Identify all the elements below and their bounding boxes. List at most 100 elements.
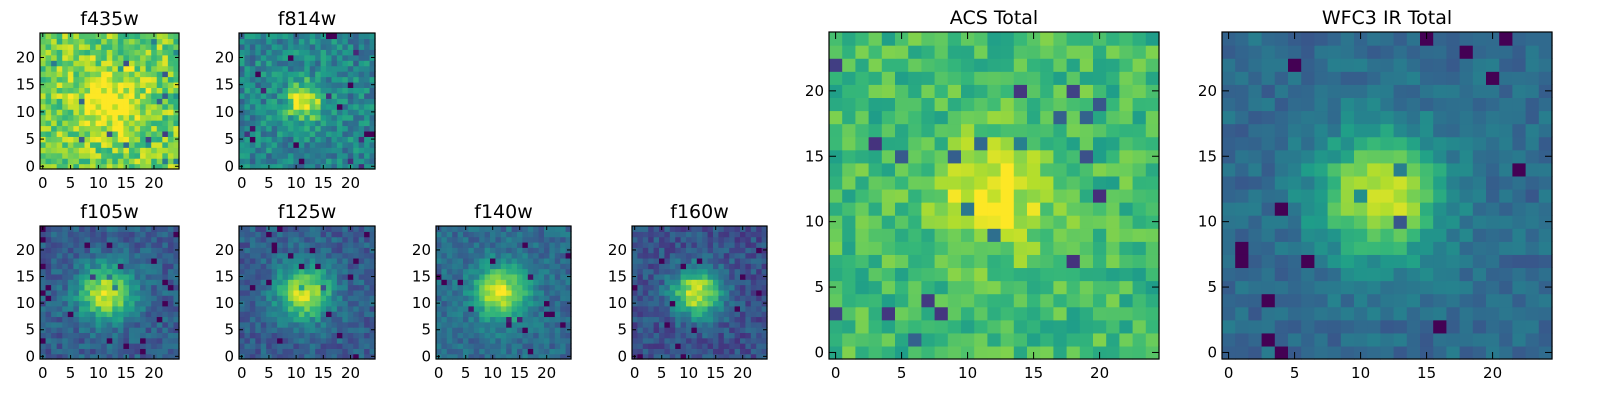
heatmap-cell bbox=[271, 279, 278, 286]
heatmap-cell bbox=[56, 130, 63, 137]
heatmap-cell bbox=[881, 123, 896, 138]
heatmap-cell bbox=[156, 327, 163, 333]
heatmap-cell bbox=[1354, 228, 1368, 242]
heatmap-cell bbox=[490, 284, 496, 291]
heatmap-cell bbox=[565, 311, 572, 318]
heatmap-cell bbox=[364, 163, 371, 170]
heatmap-cell bbox=[336, 263, 343, 270]
heatmap-cell bbox=[637, 231, 644, 238]
heatmap-cell bbox=[1499, 345, 1513, 360]
heatmap-cell bbox=[51, 268, 58, 275]
heatmap-cell bbox=[1380, 345, 1395, 360]
heatmap-cell bbox=[533, 327, 540, 333]
heatmap-cell bbox=[1066, 175, 1081, 190]
heatmap-cell bbox=[134, 316, 141, 323]
heatmap-cell bbox=[1301, 332, 1315, 347]
heatmap-cell bbox=[117, 33, 124, 40]
heatmap-cell bbox=[1222, 202, 1236, 216]
heatmap-cell bbox=[369, 49, 376, 56]
heatmap-cell bbox=[112, 241, 119, 248]
heatmap-cell bbox=[134, 257, 141, 264]
heatmap-cell bbox=[511, 343, 518, 349]
heatmap-cell bbox=[1235, 280, 1249, 295]
heatmap-cell bbox=[353, 321, 360, 328]
heatmap-cell bbox=[565, 241, 572, 248]
heatmap-cell bbox=[664, 284, 671, 291]
heatmap-cell bbox=[73, 60, 80, 67]
heatmap-cell bbox=[309, 120, 316, 127]
heatmap-cell bbox=[287, 353, 294, 360]
heatmap-cell bbox=[457, 279, 464, 286]
heatmap-cell bbox=[908, 71, 922, 85]
heatmap-cell bbox=[320, 295, 327, 302]
heatmap-cell bbox=[78, 236, 86, 243]
heatmap-cell bbox=[162, 141, 169, 148]
heatmap-cell bbox=[298, 236, 305, 243]
heatmap-cell bbox=[271, 163, 278, 170]
heatmap-cell bbox=[734, 295, 741, 302]
heatmap-cell bbox=[457, 316, 464, 323]
heatmap-cell bbox=[51, 337, 58, 344]
heatmap-cell bbox=[364, 257, 371, 264]
heatmap-cell bbox=[123, 311, 130, 318]
heatmap-cell bbox=[56, 241, 63, 248]
heatmap-cell bbox=[353, 300, 360, 307]
heatmap-cell bbox=[881, 162, 896, 177]
axes-frame bbox=[238, 225, 376, 360]
heatmap-cell bbox=[342, 284, 349, 291]
heatmap-cell bbox=[868, 215, 883, 229]
heatmap-cell bbox=[729, 332, 736, 339]
heatmap-cell bbox=[1079, 306, 1094, 321]
heatmap-cell bbox=[868, 45, 883, 59]
heatmap-cell bbox=[947, 162, 962, 177]
heatmap-cell bbox=[723, 252, 730, 259]
heatmap-cell bbox=[84, 284, 91, 291]
heatmap-cell bbox=[106, 152, 113, 159]
heatmap-cell bbox=[1248, 345, 1263, 360]
heatmap-cell bbox=[734, 289, 741, 296]
heatmap-cell bbox=[145, 279, 152, 286]
heatmap-cell bbox=[1367, 254, 1381, 269]
heatmap-cell bbox=[452, 273, 459, 280]
heatmap-cell bbox=[145, 81, 152, 88]
heatmap-cell bbox=[642, 231, 649, 238]
heatmap-cell bbox=[1066, 123, 1081, 138]
heatmap-cell bbox=[1119, 202, 1134, 216]
heatmap-cell bbox=[1132, 254, 1147, 269]
heatmap-cell bbox=[67, 103, 74, 110]
heatmap-cell bbox=[740, 252, 746, 259]
heatmap-cell bbox=[358, 114, 365, 121]
heatmap-cell bbox=[457, 343, 464, 349]
heatmap-cell bbox=[659, 279, 665, 286]
heatmap-cell bbox=[1079, 32, 1094, 46]
heatmap-cell bbox=[134, 92, 141, 99]
heatmap-cell bbox=[729, 316, 736, 323]
heatmap-cell bbox=[277, 284, 284, 291]
heatmap-cell bbox=[145, 321, 152, 328]
heatmap-cell bbox=[1132, 97, 1147, 112]
heatmap-cell bbox=[304, 241, 311, 248]
heatmap-cell bbox=[304, 337, 311, 344]
heatmap-cell bbox=[750, 327, 757, 333]
heatmap-cell bbox=[538, 226, 545, 232]
heatmap-cell bbox=[255, 109, 262, 116]
heatmap-cell bbox=[446, 247, 453, 254]
heatmap-cell bbox=[696, 257, 703, 264]
heatmap-cell bbox=[511, 263, 518, 270]
heatmap-cell bbox=[527, 284, 534, 291]
heatmap-cell bbox=[140, 125, 147, 132]
heatmap-cell bbox=[1000, 32, 1015, 46]
heatmap-cell bbox=[239, 60, 246, 67]
heatmap-cell bbox=[648, 236, 655, 243]
heatmap-cell bbox=[1248, 332, 1263, 347]
heatmap-cell bbox=[304, 114, 311, 121]
heatmap-cell bbox=[277, 226, 284, 232]
heatmap-cell bbox=[1119, 84, 1134, 98]
heatmap-cell bbox=[554, 321, 561, 328]
heatmap-cell bbox=[921, 97, 936, 112]
heatmap-cell bbox=[527, 226, 534, 232]
heatmap-cell bbox=[1314, 215, 1329, 229]
heatmap-cell bbox=[40, 147, 47, 154]
heatmap-cell bbox=[1525, 267, 1540, 282]
heatmap-cell bbox=[1248, 188, 1263, 203]
